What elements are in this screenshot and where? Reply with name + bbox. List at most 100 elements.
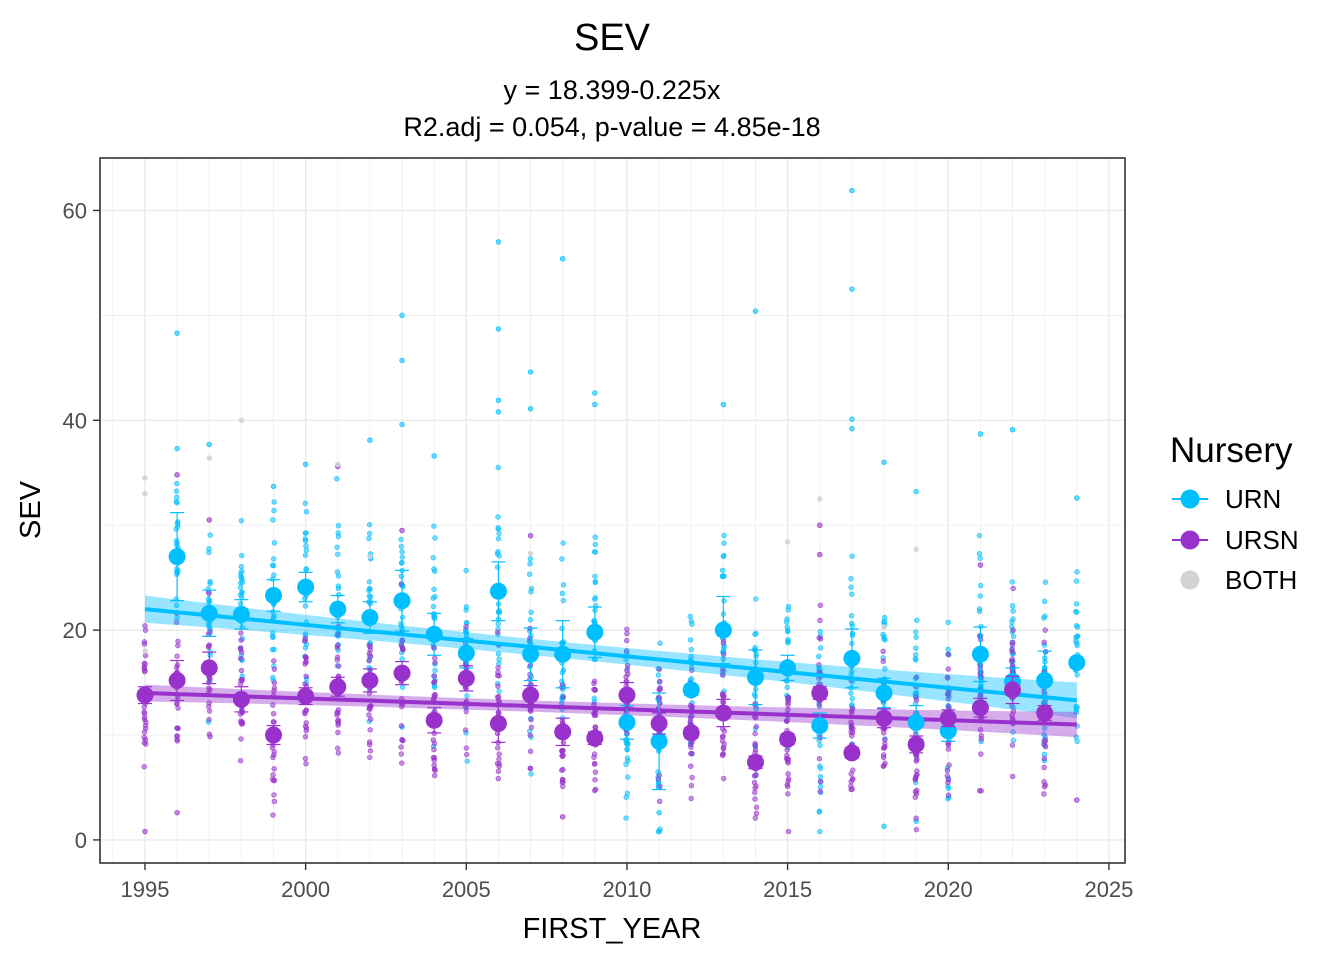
raw-point-urn (431, 453, 437, 459)
raw-point-urn (496, 656, 502, 663)
raw-point-both (527, 550, 534, 557)
raw-point-ursn (817, 522, 823, 528)
raw-point-ursn (719, 738, 726, 744)
raw-point-urn (592, 579, 599, 585)
raw-point-ursn (945, 651, 951, 658)
raw-point-urn (753, 630, 759, 636)
mean-point-ursn (329, 678, 347, 696)
raw-point-urn (335, 522, 342, 529)
raw-point-ursn (431, 673, 438, 679)
raw-point-ursn (527, 671, 533, 678)
axes: 1995 2000 2005 2010 2015 2020 2025 0 20 40 60 (63, 198, 1134, 902)
raw-point-urn (303, 543, 309, 549)
raw-point-urn (1074, 569, 1080, 575)
raw-point-ursn (495, 768, 502, 775)
legend-key-urn (1180, 489, 1200, 509)
raw-point-urn (527, 369, 534, 375)
raw-point-ursn (334, 642, 341, 649)
raw-point-ursn (432, 767, 438, 774)
raw-point-ursn (720, 693, 726, 699)
raw-point-ursn (720, 751, 726, 757)
raw-point-ursn (464, 751, 470, 758)
raw-point-ursn (271, 680, 278, 686)
raw-point-urn (269, 562, 276, 569)
raw-point-ursn (623, 674, 629, 680)
raw-point-ursn (335, 631, 341, 638)
raw-point-urn (398, 573, 404, 580)
raw-point-urn (1073, 601, 1080, 607)
raw-point-urn (945, 785, 952, 792)
raw-point-urn (398, 543, 405, 549)
raw-point-urn (464, 758, 470, 764)
raw-point-urn (1074, 609, 1080, 615)
raw-point-urn (1010, 737, 1017, 744)
raw-point-both (817, 496, 823, 502)
raw-point-ursn (269, 776, 276, 783)
raw-point-ursn (849, 786, 855, 792)
raw-point-urn (882, 666, 888, 672)
chart-subtitle-line-1: y = 18.399-0.225x (504, 75, 721, 105)
raw-point-urn (398, 536, 404, 543)
raw-point-ursn (366, 657, 372, 664)
raw-point-urn (785, 603, 792, 610)
mean-point-ursn (265, 726, 283, 744)
raw-point-ursn (463, 624, 469, 630)
legend-item-urn: URN (1172, 484, 1281, 514)
raw-point-ursn (624, 662, 631, 669)
y-tick-label: 40 (63, 408, 87, 433)
raw-point-urn (977, 593, 984, 599)
raw-point-ursn (591, 686, 597, 693)
raw-point-ursn (432, 655, 438, 661)
raw-point-urn (366, 535, 372, 542)
raw-point-urn (1074, 704, 1080, 710)
mean-point-urn (297, 578, 315, 596)
raw-point-ursn (751, 779, 758, 786)
raw-point-urn (206, 546, 212, 552)
raw-point-ursn (882, 760, 888, 767)
raw-point-ursn (945, 666, 952, 672)
raw-point-ursn (303, 707, 309, 713)
raw-point-urn (817, 784, 824, 790)
raw-point-ursn (462, 727, 469, 733)
mean-point-urn (843, 649, 861, 667)
raw-point-ursn (207, 628, 213, 634)
raw-point-ursn (560, 739, 567, 746)
raw-point-urn (303, 530, 309, 536)
raw-point-ursn (142, 652, 149, 659)
raw-point-urn (592, 390, 598, 396)
raw-point-urn (976, 551, 983, 557)
raw-point-ursn (1041, 639, 1047, 646)
raw-point-ursn (237, 645, 244, 651)
raw-point-urn (527, 617, 534, 623)
mean-point-urn (361, 609, 379, 627)
raw-point-urn (398, 560, 405, 566)
raw-point-ursn (334, 709, 340, 715)
trend-line-urn (144, 607, 1077, 703)
raw-point-urn (848, 575, 854, 582)
raw-point-ursn (880, 754, 887, 761)
raw-point-ursn (367, 754, 373, 761)
raw-point-ursn (592, 724, 598, 730)
mean-point-ursn (907, 735, 925, 753)
raw-point-urn (174, 500, 180, 506)
mean-point-ursn (1036, 704, 1054, 722)
raw-point-urn (238, 575, 245, 581)
raw-point-urn (528, 609, 534, 615)
raw-point-ursn (175, 642, 181, 649)
raw-point-urn (302, 552, 309, 558)
raw-point-ursn (850, 767, 856, 773)
mean-point-ursn (393, 664, 411, 682)
raw-point-ursn (946, 762, 952, 768)
raw-point-urn (881, 459, 887, 465)
raw-point-urn (1009, 427, 1016, 433)
raw-point-ursn (978, 751, 984, 757)
raw-point-urn (495, 464, 501, 471)
raw-point-urn (914, 617, 920, 624)
raw-point-ursn (1010, 639, 1016, 646)
raw-point-ursn (1041, 791, 1047, 797)
raw-point-ursn (784, 758, 791, 765)
raw-point-ursn (141, 716, 148, 723)
raw-point-ursn (431, 762, 437, 768)
raw-point-ursn (656, 666, 663, 672)
raw-point-urn (173, 602, 180, 609)
